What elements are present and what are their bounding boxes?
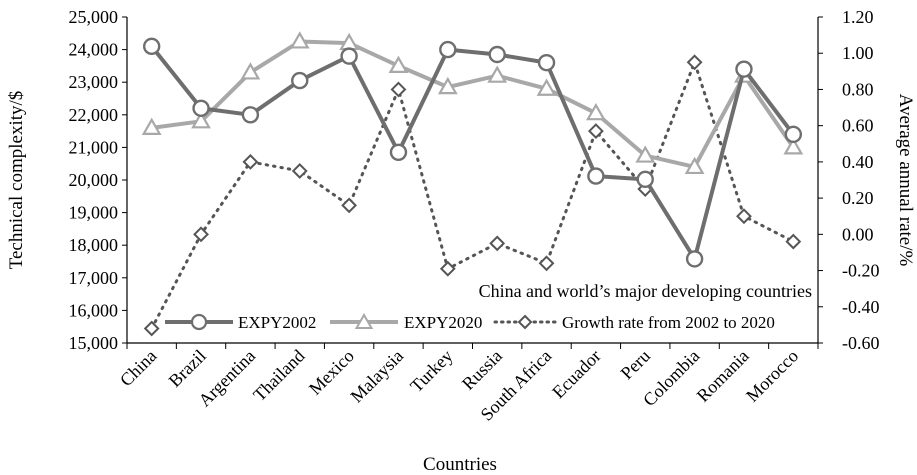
data-point-growth-rate-from-2002-to-2020-romania (736, 208, 752, 225)
y-left-tick-label: 17,000 (69, 268, 119, 288)
data-point-expy2020-peru (635, 145, 656, 163)
data-point-expy2002-malaysia (389, 143, 408, 161)
legend-item-growth-rate: Growth rate from 2002 to 2020 (493, 313, 775, 332)
data-point-growth-rate-from-2002-to-2020-mexico (341, 197, 358, 214)
y-right-axis-title: Average annual rate/% (895, 94, 916, 267)
data-point-expy2002-mexico (340, 47, 358, 65)
y-left-axis-title: Technical complexity/$ (6, 91, 27, 270)
y-right-tick-label: -0.60 (842, 333, 880, 353)
data-point-expy2002-colombia (685, 250, 704, 268)
data-point-growth-rate-from-2002-to-2020-colombia (686, 54, 703, 71)
x-tick-label-turkey: Turkey (406, 346, 456, 396)
axes (126, 17, 819, 344)
series-expy2002 (142, 37, 803, 268)
data-point-expy2002-thailand (291, 71, 309, 90)
data-point-expy2020-morocco (783, 137, 804, 155)
data-point-expy2002-brazil (192, 99, 210, 117)
legend-item-expy2002: EXPY2002 (165, 313, 316, 332)
data-point-growth-rate-from-2002-to-2020-thailand (291, 163, 308, 179)
legend: EXPY2002 EXPY2020 Growth rate from 2002 … (165, 312, 775, 332)
data-point-growth-rate-from-2002-to-2020-china (143, 320, 160, 337)
y-left-tick-label: 24,000 (69, 40, 119, 60)
y-right-tick-label: 0.60 (842, 116, 874, 136)
x-tick-label-ecuador: Ecuador (548, 346, 605, 403)
legend-triangle-marker (354, 312, 374, 329)
data-point-growth-rate-from-2002-to-2020-malaysia (390, 81, 407, 98)
legend-label-growth-rate: Growth rate from 2002 to 2020 (562, 313, 775, 332)
x-tick-label-peru: Peru (617, 346, 654, 383)
legend-circle-marker (190, 313, 208, 331)
data-point-expy2002-peru (636, 170, 654, 189)
legend-label-expy2002: EXPY2002 (238, 313, 316, 332)
x-tick-label-romania: Romania (693, 346, 753, 406)
y-right-tick-label: 1.00 (842, 43, 874, 63)
x-tick-label-malaysia: Malaysia (346, 346, 407, 407)
data-point-growth-rate-from-2002-to-2020-morocco (785, 233, 802, 250)
y-left-tick-label: 25,000 (69, 7, 119, 27)
y-left-tick-label: 19,000 (69, 203, 119, 223)
data-point-expy2020-brazil (191, 111, 211, 129)
data-point-expy2002-romania (735, 60, 753, 78)
data-point-growth-rate-from-2002-to-2020-argentina (242, 153, 259, 170)
series-line-expy2020 (151, 39, 795, 169)
x-axis-ticks: China BrazilArgentinaThailandMexicoMalays… (116, 343, 819, 425)
data-point-expy2020-russia (487, 65, 508, 83)
data-point-growth-rate-from-2002-to-2020-brazil (193, 226, 209, 243)
data-point-expy2002-russia (488, 45, 506, 64)
y-right-tick-label: -0.40 (842, 297, 880, 317)
data-point-expy2020-argentina (240, 62, 261, 80)
y-left-tick-label: 20,000 (69, 170, 119, 190)
data-point-expy2002-turkey (439, 40, 457, 59)
legend-item-expy2020: EXPY2020 (330, 312, 482, 332)
chart-annotation: China and world’s major developing count… (479, 281, 812, 301)
data-point-expy2002-south-africa (537, 53, 556, 72)
data-point-expy2020-colombia (684, 156, 705, 175)
y-left-tick-label: 23,000 (69, 72, 119, 92)
y-right-tick-label: 1.20 (842, 7, 874, 27)
x-tick-label-thailand: Thailand (249, 346, 308, 405)
y-left-tick-label: 22,000 (69, 105, 119, 125)
x-axis-title: Countries (423, 454, 497, 475)
series-line-expy2002 (150, 45, 795, 261)
y-right-tick-label: 0.00 (842, 224, 874, 244)
data-point-expy2020-thailand (289, 31, 310, 49)
x-tick-label-morocco: Morocco (742, 346, 802, 406)
data-point-growth-rate-from-2002-to-2020-turkey (439, 260, 456, 277)
data-point-expy2020-ecuador (585, 102, 606, 121)
x-tick-label-russia: Russia (458, 346, 506, 394)
x-tick-label-brazil: Brazil (165, 346, 210, 391)
data-point-expy2002-morocco (784, 125, 803, 144)
data-point-expy2020-turkey (437, 76, 458, 95)
y-right-tick-label: 0.80 (842, 79, 874, 99)
y-left-tick-label: 18,000 (69, 235, 119, 255)
data-point-expy2020-china (141, 117, 162, 135)
left-axis-ticks: 15,000 16,000 17,000 18,000 19,000 20,000 21,0… (69, 7, 127, 353)
series-expy2020 (141, 31, 804, 175)
data-point-growth-rate-from-2002-to-2020-russia (489, 235, 506, 252)
data-point-expy2002-ecuador (587, 167, 605, 185)
data-point-expy2002-argentina (241, 106, 260, 124)
data-point-expy2020-south-africa (536, 78, 557, 96)
y-right-tick-label: -0.20 (842, 261, 880, 281)
series-line-growth-rate-from-2002-to-2020 (150, 57, 795, 331)
y-right-tick-label: 0.40 (842, 152, 874, 172)
data-point-growth-rate-from-2002-to-2020-south-africa (538, 255, 555, 272)
y-left-tick-label: 15,000 (69, 333, 119, 353)
series-growth-rate-from-2002-to-2020 (143, 54, 802, 337)
y-right-tick-label: 0.20 (842, 188, 874, 208)
x-tick-label-china: China (116, 346, 161, 391)
data-point-growth-rate-from-2002-to-2020-ecuador (587, 123, 604, 140)
data-point-expy2002-china (142, 37, 161, 56)
right-axis-ticks: -0.60 -0.40 -0.20 0.00 0.20 0.40 0.60 0.80 1.00 1… (818, 7, 880, 353)
y-left-tick-label: 21,000 (69, 137, 119, 157)
data-point-expy2020-malaysia (388, 55, 409, 74)
legend-diamond-marker (517, 314, 533, 330)
plot-area (141, 31, 804, 337)
y-left-tick-label: 16,000 (69, 300, 119, 320)
legend-label-expy2020: EXPY2020 (404, 313, 482, 332)
